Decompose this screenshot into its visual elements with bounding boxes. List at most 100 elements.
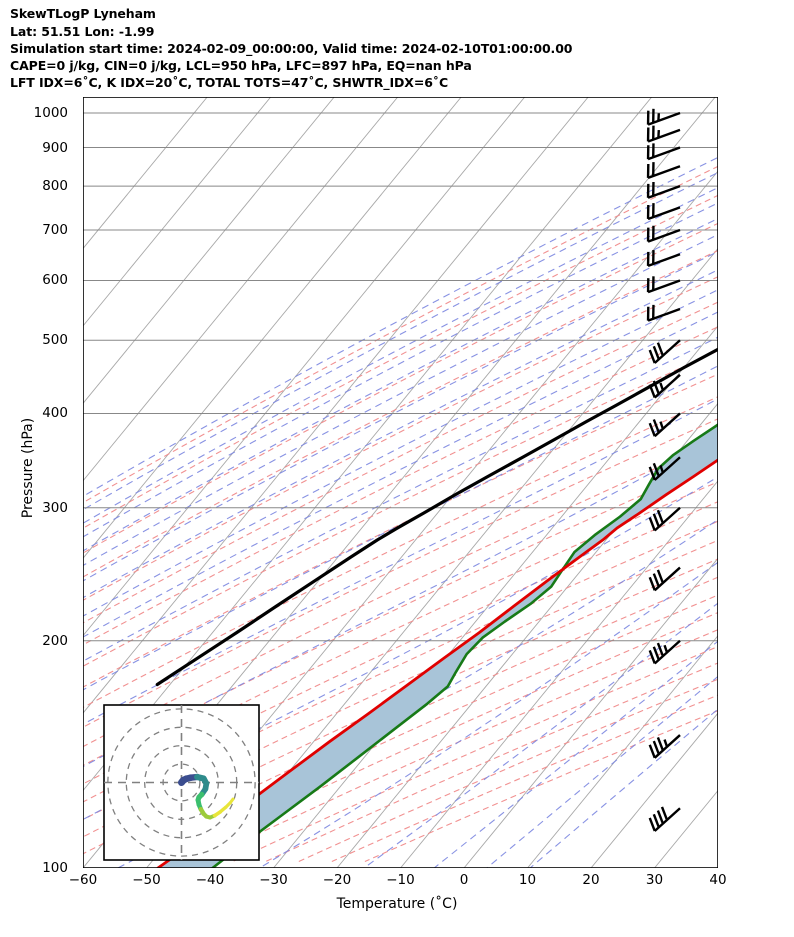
x-tick-label: −40 [195, 872, 225, 888]
moist-adiabat-line [83, 269, 718, 599]
wind-barb [648, 373, 681, 399]
hodograph-inset [103, 704, 260, 861]
wind-barb [646, 125, 681, 143]
barb-full-flag [656, 737, 665, 751]
y-tick-label: 900 [42, 139, 68, 156]
isotherm-line [400, 480, 718, 868]
isotherm-line [590, 712, 718, 868]
barb-half-flag [663, 739, 669, 748]
isotherm-line [527, 634, 718, 868]
isotherm-line [209, 247, 718, 868]
barb-full-flag [660, 806, 669, 821]
x-tick-label: 30 [645, 872, 664, 888]
wind-barb [648, 339, 681, 364]
y-tick-label: 100 [42, 860, 68, 876]
moist-adiabat-line [83, 171, 718, 511]
isotherm-line [83, 97, 335, 405]
y-tick-label: 1000 [33, 104, 68, 121]
wind-barb [648, 806, 681, 832]
dry-adiabat-line [83, 520, 718, 821]
barb-full-flag [648, 817, 656, 832]
barb-half-flag [659, 421, 665, 430]
simulation-times: Simulation start time: 2024-02-09_00:00:… [10, 41, 573, 56]
barb-half-flag [663, 644, 669, 653]
wind-barb [648, 456, 681, 481]
wind-barb [648, 734, 681, 759]
moist-adiabat-line [83, 156, 718, 497]
cape-cin-indices: CAPE=0 j/kg, CIN=0 j/kg, LCL=950 hPa, LF… [10, 58, 472, 73]
isotherm-line [83, 97, 462, 559]
barb-full-flag [652, 740, 660, 755]
dewpoint-profile-line [211, 422, 718, 868]
x-tick-label: −30 [259, 872, 288, 888]
wind-barb [648, 566, 681, 592]
y-tick-label: 200 [42, 632, 68, 649]
barb-full-flag [648, 744, 656, 759]
dry-adiabat-line [83, 194, 718, 529]
barb-full-flag [648, 517, 656, 531]
barb-full-flag [656, 342, 665, 357]
barb-full-flag [652, 419, 660, 433]
dry-adiabat-line [83, 396, 718, 709]
plot-area [83, 97, 718, 868]
dry-adiabat-line [83, 439, 718, 748]
wind-barb [648, 506, 681, 532]
x-tick-label: −60 [68, 872, 98, 888]
moist-adiabat-line [258, 561, 718, 868]
barb-full-flag [648, 650, 656, 664]
wind-barb [646, 225, 681, 243]
wind-barb [648, 412, 681, 438]
dry-adiabat-line [83, 222, 718, 554]
moist-adiabat-line [83, 217, 718, 552]
barb-half-flag [659, 465, 665, 474]
wind-barb-layer [646, 108, 681, 832]
parcel-path-line [155, 347, 718, 687]
barb-full-flag [652, 462, 660, 477]
barb-full-flag [652, 573, 660, 588]
isotherm-line [83, 97, 526, 637]
barb-full-flag [648, 422, 656, 437]
y-tick-label: 400 [42, 405, 68, 422]
barb-full-flag [652, 380, 660, 395]
moist-adiabat-line [83, 435, 718, 768]
x-tick-label: 0 [459, 872, 469, 888]
dry-adiabat-line [83, 418, 718, 728]
dry-adiabat-line [83, 165, 718, 504]
barb-full-flag [652, 345, 660, 360]
wind-barb [646, 108, 681, 126]
barb-full-flag [652, 646, 660, 661]
y-tick-label: 700 [42, 221, 68, 238]
x-tick-label: 20 [582, 872, 600, 888]
moist-adiabat-line [116, 518, 718, 868]
barb-full-flag [648, 349, 656, 364]
barb-full-flag [648, 466, 656, 481]
isotherm-line [83, 97, 208, 250]
isotherm-line [463, 557, 718, 868]
moist-adiabat-line [83, 233, 718, 567]
barb-full-flag [656, 642, 665, 657]
x-tick-label: 40 [709, 872, 727, 888]
x-axis-title: Temperature (˚C) [336, 896, 458, 912]
isotherm-line [83, 97, 589, 714]
barb-full-flag [648, 576, 656, 591]
x-tick-label: 10 [518, 872, 537, 888]
wind-barb [648, 639, 681, 665]
dry-adiabat-line [83, 501, 718, 803]
x-tick-label: −20 [322, 872, 352, 888]
skewt-canvas [83, 97, 718, 868]
barb-full-flag [656, 569, 665, 584]
wind-barb [646, 181, 681, 199]
x-tick-label: −10 [386, 872, 415, 888]
hodograph-trace-segment [228, 797, 235, 805]
wind-barb [646, 143, 681, 161]
barb-full-flag [648, 384, 656, 399]
y-tick-label: 600 [42, 272, 68, 289]
wind-barb [646, 304, 681, 322]
dry-adiabat-line [83, 539, 718, 838]
temperature-profile-line [156, 458, 718, 868]
barb-full-flag [656, 810, 665, 825]
wind-barb [646, 162, 681, 180]
station-coordinates: Lat: 51.51 Lon: -1.99 [10, 24, 155, 39]
wind-barb [646, 276, 681, 294]
